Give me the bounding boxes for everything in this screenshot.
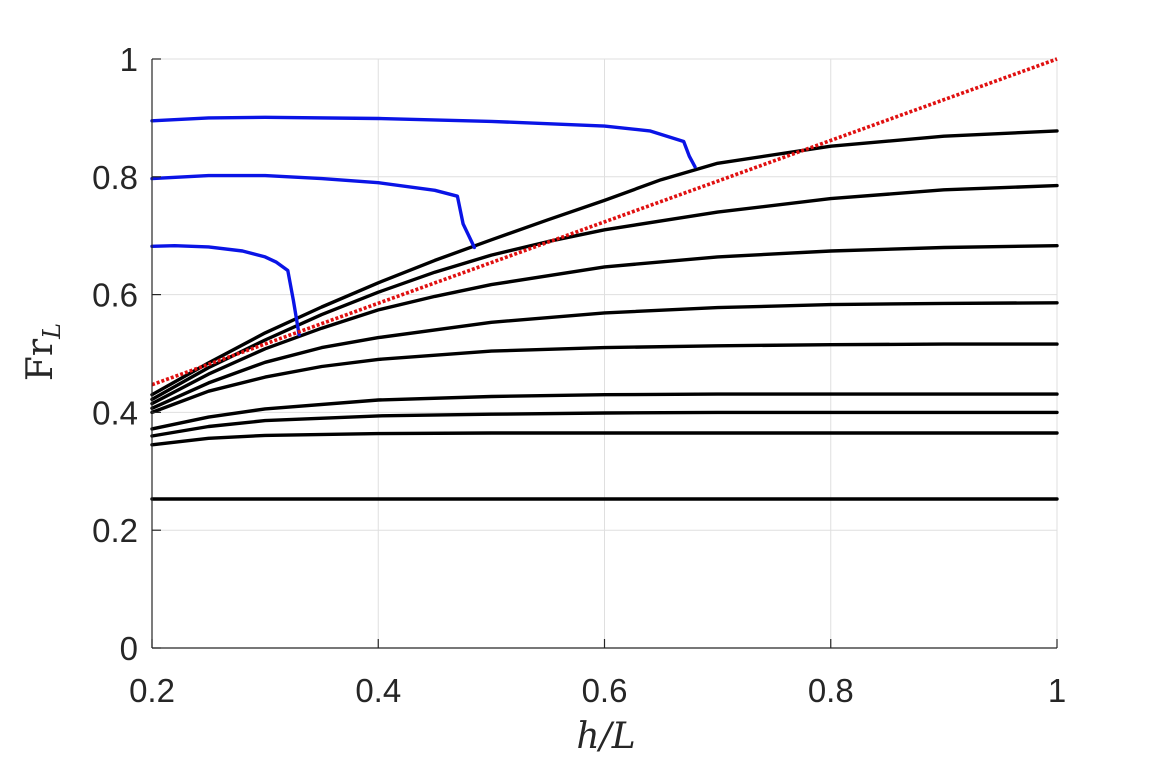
y-tick-label: 0 [120,630,138,667]
tick-labels: 0.2 0.4 0.6 0.8 1 0 0.2 0.4 0.6 0.8 1 [92,41,1066,709]
y-tick-label: 0.6 [92,277,138,314]
series-line-black-7 [150,244,1059,406]
series-line-black-5 [150,342,1059,415]
series-line-black-3 [150,410,1059,438]
series-line-black-8 [150,183,1059,402]
series-line-red-13 [151,57,1058,387]
y-axis-label-subscript: L [38,323,66,340]
y-axis-label: FrL [20,323,66,381]
x-axis-label: h/L [576,716,635,757]
y-tick-label: 0.4 [92,394,138,431]
axes [151,58,1058,649]
x-tick-label: 0.4 [355,672,401,709]
series-line-black-6 [150,301,1059,410]
series-line-black-4 [150,392,1059,431]
y-tick-label: 0.2 [92,512,138,549]
y-axis-label-main: Fr [20,338,61,381]
x-tick-label: 1 [1048,672,1066,709]
x-tick-label: 0.6 [582,672,628,709]
y-tick-label: 0.8 [92,159,138,196]
grid-lines [151,58,1058,649]
series-line-black-2 [150,431,1059,447]
x-tick-label: 0.8 [808,672,854,709]
plot-series [150,57,1059,501]
series-line-blue-12 [150,115,697,169]
series-line-blue-10 [150,244,301,337]
x-tick-label: 0.2 [129,672,175,709]
series-line-blue-11 [150,173,477,250]
y-tick-label: 1 [120,41,138,78]
